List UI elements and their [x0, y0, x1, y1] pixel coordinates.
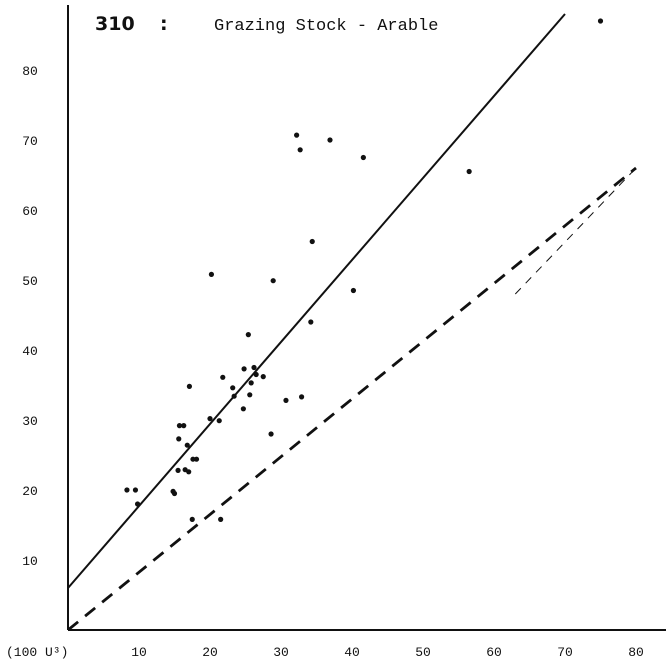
data-point: [124, 487, 130, 493]
y-tick-label: 80: [22, 64, 38, 79]
data-point: [294, 132, 300, 138]
x-tick-label: 60: [486, 645, 502, 660]
chart-title-separator: :: [160, 13, 168, 35]
trend-line-solid: [67, 13, 566, 589]
axes: [67, 5, 666, 631]
data-point: [245, 332, 251, 338]
data-point: [186, 383, 193, 389]
data-point: [193, 456, 200, 462]
tick-labels: 10 20 30 40 50 60 70 80 10 20 30 40 50 60 70 80: [22, 64, 644, 660]
data-point: [253, 371, 259, 378]
data-point: [181, 423, 187, 429]
data-point: [208, 271, 215, 277]
data-point: [220, 374, 226, 380]
data-point: [327, 137, 333, 143]
y-tick-label: 20: [22, 484, 38, 499]
x-tick-label: 50: [415, 645, 431, 660]
y-tick-label: 10: [22, 554, 38, 569]
data-point: [230, 385, 236, 391]
data-point: [207, 416, 213, 422]
data-point: [186, 469, 192, 475]
data-point: [308, 319, 314, 325]
x-tick-label: 10: [131, 645, 147, 660]
data-point: [176, 423, 183, 429]
data-point: [251, 364, 257, 371]
chart-title-number: 310: [95, 13, 135, 35]
data-point: [270, 278, 276, 284]
x-tick-label: 20: [202, 645, 218, 660]
data-point: [171, 490, 178, 497]
x-tick-label: 30: [273, 645, 289, 660]
data-point: [309, 238, 315, 245]
data-point: [240, 406, 246, 412]
data-point: [248, 380, 254, 386]
data-point: [189, 516, 195, 523]
x-tick-label: 80: [628, 645, 644, 660]
chart-title: Grazing Stock - Arable: [214, 17, 438, 36]
x-tick-label: 70: [557, 645, 573, 660]
y-tick-label: 40: [22, 344, 38, 359]
data-points: [124, 18, 604, 523]
data-point: [134, 501, 141, 507]
data-point: [132, 487, 139, 493]
data-point: [176, 436, 182, 442]
data-point: [175, 467, 181, 473]
data-point: [247, 392, 253, 398]
data-point: [360, 154, 366, 161]
data-point: [231, 393, 237, 399]
trend-line-dashed: [67, 166, 637, 632]
y-tick-label: 30: [22, 414, 38, 429]
data-point: [283, 397, 289, 403]
data-point: [260, 374, 266, 380]
y-tick-label: 70: [22, 134, 38, 149]
x-unit-label: (100 U³): [6, 645, 68, 660]
data-point: [597, 18, 604, 24]
trend-line-thin-dashed: [514, 167, 637, 295]
y-tick-label: 60: [22, 204, 38, 219]
y-tick-label: 50: [22, 274, 38, 289]
data-point: [350, 287, 357, 294]
data-point: [466, 168, 472, 175]
data-point: [298, 394, 305, 400]
data-point: [241, 366, 247, 372]
x-tick-label: 40: [344, 645, 360, 660]
data-point: [184, 442, 190, 448]
data-point: [216, 418, 222, 424]
data-point: [268, 431, 274, 437]
trend-lines: [67, 13, 637, 632]
data-point: [297, 147, 303, 153]
title: 310 : Grazing Stock - Arable: [95, 13, 438, 36]
data-point: [218, 516, 224, 523]
